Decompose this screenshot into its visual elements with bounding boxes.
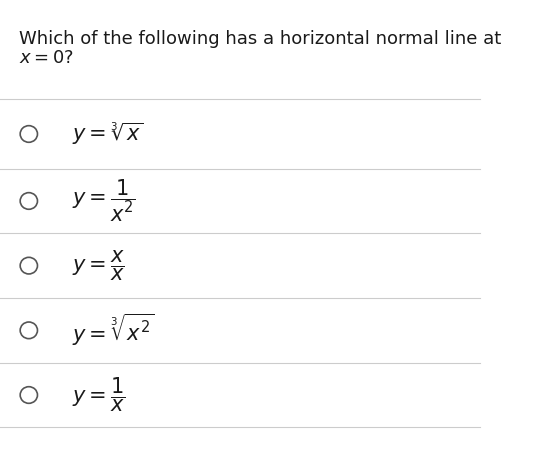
Text: $x = 0$?: $x = 0$? <box>19 49 74 67</box>
Text: $y = \dfrac{x}{x}$: $y = \dfrac{x}{x}$ <box>72 249 125 283</box>
Text: $y = \dfrac{1}{x^2}$: $y = \dfrac{1}{x^2}$ <box>72 178 136 224</box>
Text: Which of the following has a horizontal normal line at: Which of the following has a horizontal … <box>19 30 501 48</box>
Text: $y = \sqrt[3]{x}$: $y = \sqrt[3]{x}$ <box>72 121 144 147</box>
Text: $y = \dfrac{1}{x}$: $y = \dfrac{1}{x}$ <box>72 376 126 414</box>
Text: $y = \sqrt[3]{x^2}$: $y = \sqrt[3]{x^2}$ <box>72 312 155 348</box>
